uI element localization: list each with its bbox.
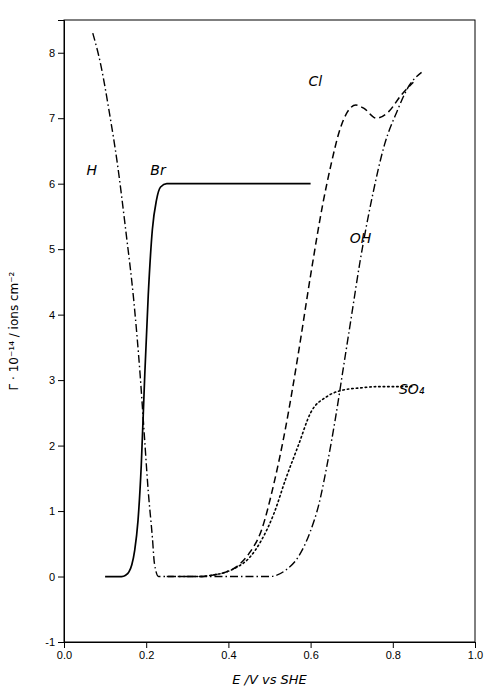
- x-axis: 0.0 0.2 0.4 0.6 0.8 1.0: [57, 642, 483, 661]
- tick: 2: [49, 440, 64, 452]
- tick-mark: [58, 446, 64, 447]
- annotation: Br: [150, 162, 167, 178]
- tick-label: 1: [49, 505, 55, 517]
- tick: 7: [49, 112, 64, 124]
- tick-mark: [58, 184, 64, 185]
- annotation: H: [87, 162, 98, 178]
- tick: 0.6: [303, 642, 318, 661]
- tick-label: -1: [45, 636, 55, 648]
- tick: -1: [45, 636, 64, 648]
- tick-mark: [58, 118, 64, 119]
- tick-label: 6: [49, 178, 55, 190]
- tick-mark: [58, 380, 64, 381]
- tick: 4: [49, 309, 64, 321]
- tick-label: 4: [49, 309, 55, 321]
- tick-label: 0.6: [303, 649, 318, 661]
- axis-line: [65, 643, 476, 649]
- y-axis: -1 0 1 2 3 4 5 6 7 8: [45, 21, 64, 649]
- tick: 6: [49, 178, 64, 190]
- tick: 0.8: [386, 642, 401, 661]
- tick-mark: [58, 315, 64, 316]
- tick-label: 8: [49, 47, 55, 59]
- tick: 0.2: [139, 642, 154, 661]
- y-axis-title: Γ · 10⁻¹⁴ / ions cm⁻²: [7, 271, 21, 390]
- line: [187, 387, 413, 577]
- axis-line: [58, 21, 65, 643]
- tick-label: 2: [49, 440, 55, 452]
- tick: 8: [49, 47, 64, 59]
- annotation: Cl: [309, 73, 323, 89]
- tick-label: 1.0: [468, 649, 483, 661]
- tick: 0: [49, 571, 64, 583]
- tick-mark: [228, 642, 229, 648]
- tick-mark: [58, 577, 64, 578]
- tick-label: 5: [49, 243, 55, 255]
- tick-label: 0: [49, 571, 55, 583]
- tick: 0.0: [57, 642, 72, 661]
- tick: 1.0: [468, 642, 483, 661]
- annotation: SO₄: [399, 381, 425, 397]
- tick-mark: [475, 642, 476, 648]
- annotations: H Br Cl OH SO₄: [87, 73, 425, 397]
- tick-mark: [393, 642, 394, 648]
- tick-label: 0.0: [57, 649, 72, 661]
- tick: 5: [49, 243, 64, 255]
- plot-frame: [64, 20, 475, 642]
- tick-label: 0.4: [221, 649, 236, 661]
- tick-mark: [58, 511, 64, 512]
- tick-label: 0.8: [386, 649, 401, 661]
- tick-mark: [58, 249, 64, 250]
- line: [105, 184, 311, 577]
- tick-label: 7: [49, 112, 55, 124]
- tick-mark: [58, 642, 64, 643]
- annotation: OH: [350, 230, 372, 246]
- chart: 0.0 0.2 0.4 0.6 0.8 1.0 -1 0 1 2 3 4 5 6 7 8 H Br Cl OH SO₄ E…: [0, 0, 497, 698]
- line: [167, 82, 414, 576]
- x-axis-title: E /V vs SHE: [232, 672, 307, 687]
- lines: [93, 33, 422, 576]
- tick-label: 3: [49, 374, 55, 386]
- tick-label: 0.2: [139, 649, 154, 661]
- tick-mark: [311, 642, 312, 648]
- tick: 0.4: [221, 642, 236, 661]
- plot: 0.0 0.2 0.4 0.6 0.8 1.0 -1 0 1 2 3 4 5 6 7 8 H Br Cl OH SO₄: [45, 20, 483, 661]
- tick-mark: [146, 642, 147, 648]
- tick: 1: [49, 505, 64, 517]
- line: [93, 33, 422, 576]
- tick-mark: [58, 53, 64, 54]
- tick: 3: [49, 374, 64, 386]
